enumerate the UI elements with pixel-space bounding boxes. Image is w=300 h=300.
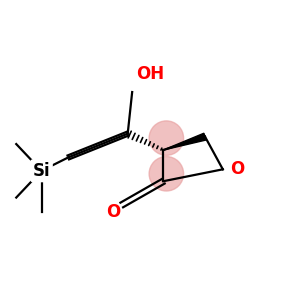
Circle shape	[149, 157, 184, 191]
Text: Si: Si	[33, 162, 50, 180]
Text: O: O	[106, 203, 121, 221]
Circle shape	[149, 121, 184, 155]
Text: OH: OH	[136, 65, 164, 83]
Polygon shape	[164, 133, 206, 150]
Text: O: O	[230, 160, 244, 178]
